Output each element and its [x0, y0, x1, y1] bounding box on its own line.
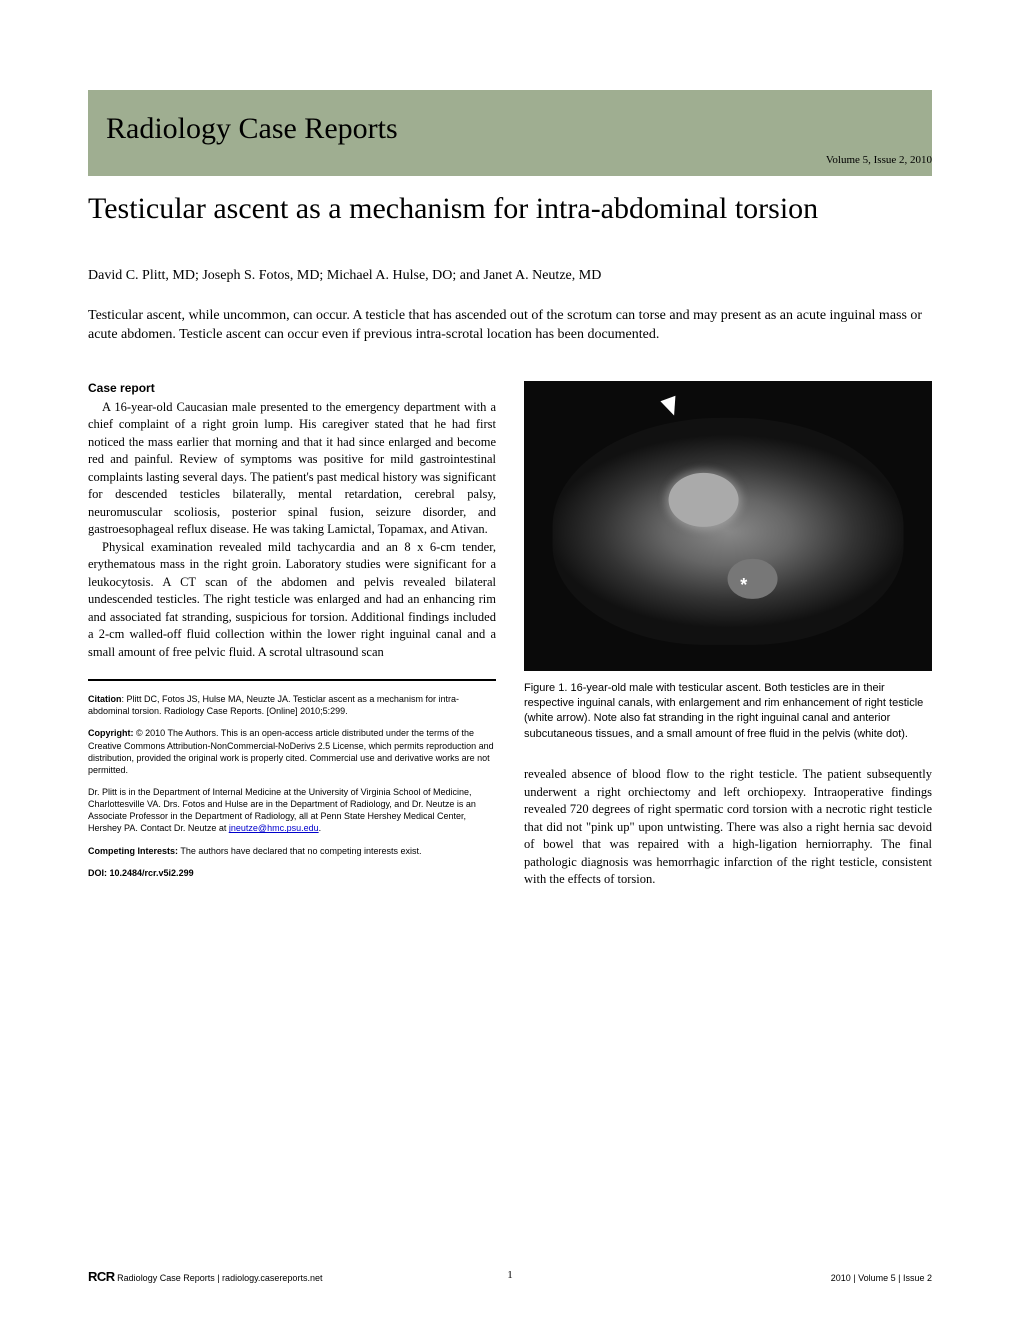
figure-image: *: [524, 381, 932, 671]
ct-lesion: [668, 473, 738, 527]
page: Radiology Case Reports Volume 5, Issue 2…: [0, 0, 1020, 939]
divider-rule: [88, 679, 496, 681]
two-column-layout: Case report A 16-year-old Caucasian male…: [88, 381, 932, 889]
right-column: * Figure 1. 16-year-old male with testic…: [524, 381, 932, 889]
competing-label: Competing Interests:: [88, 846, 178, 856]
body-paragraph-3: revealed absence of blood flow to the ri…: [524, 766, 932, 889]
competing-text: The authors have declared that no compet…: [178, 846, 421, 856]
white-arrow-marker: [660, 396, 681, 418]
figure-caption: Figure 1. 16-year-old male with testicul…: [524, 681, 932, 743]
footer-left: RCR Radiology Case Reports | radiology.c…: [88, 1269, 322, 1284]
copyright-label: Copyright:: [88, 728, 134, 738]
body-paragraph-1: A 16-year-old Caucasian male presented t…: [88, 399, 496, 539]
citation-line: Citation: Plitt DC, Fotos JS, Hulse MA, …: [88, 693, 496, 717]
copyright-line: Copyright: © 2010 The Authors. This is a…: [88, 727, 496, 776]
volume-issue: Volume 5, Issue 2, 2010: [826, 154, 932, 166]
citation-label: Citation: [88, 694, 122, 704]
footer-right-text: 2010 | Volume 5 | Issue 2: [831, 1273, 932, 1283]
section-heading: Case report: [88, 381, 496, 395]
journal-name: Radiology Case Reports: [88, 112, 932, 146]
ct-scan-body: [553, 418, 904, 644]
journal-banner: Radiology Case Reports Volume 5, Issue 2…: [88, 90, 932, 176]
affiliation-line: Dr. Plitt is in the Department of Intern…: [88, 786, 496, 835]
white-dot-marker: *: [740, 575, 747, 596]
figure-1: * Figure 1. 16-year-old male with testic…: [524, 381, 932, 743]
left-column: Case report A 16-year-old Caucasian male…: [88, 381, 496, 889]
contact-email-link[interactable]: jneutze@hmc.psu.edu: [229, 823, 319, 833]
footer-rcr-logo: RCR: [88, 1269, 115, 1284]
abstract-text: Testicular ascent, while uncommon, can o…: [88, 306, 932, 345]
body-paragraph-2: Physical examination revealed mild tachy…: [88, 539, 496, 662]
competing-interests-line: Competing Interests: The authors have de…: [88, 845, 496, 857]
metadata-block: Citation: Plitt DC, Fotos JS, Hulse MA, …: [88, 693, 496, 879]
ct-fluid: [728, 559, 777, 600]
doi-line: DOI: 10.2484/rcr.v5i2.299: [88, 867, 496, 879]
footer-page-number: 1: [507, 1269, 513, 1281]
page-footer: RCR Radiology Case Reports | radiology.c…: [88, 1269, 932, 1284]
author-line: David C. Plitt, MD; Joseph S. Fotos, MD;…: [88, 268, 932, 284]
article-title: Testicular ascent as a mechanism for int…: [88, 190, 932, 228]
footer-left-text: Radiology Case Reports | radiology.caser…: [115, 1273, 323, 1283]
citation-text: : Plitt DC, Fotos JS, Hulse MA, Neuzte J…: [88, 694, 459, 716]
copyright-text: © 2010 The Authors. This is an open-acce…: [88, 728, 494, 774]
